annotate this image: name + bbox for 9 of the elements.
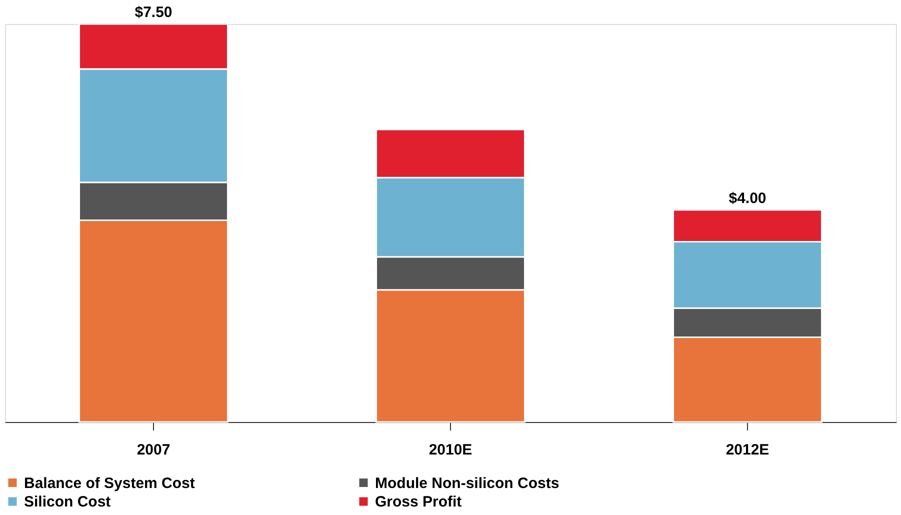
annotation: $7.50 bbox=[134, 4, 172, 21]
x-tick-label: 2012E bbox=[726, 442, 770, 458]
annotation: $4.00 bbox=[728, 190, 766, 207]
legend-label: Balance of System Cost bbox=[24, 474, 195, 492]
legend-label: Module Non-silicon Costs bbox=[375, 474, 560, 492]
legend-label: Silicon Cost bbox=[24, 494, 111, 510]
x-tick-label: 2010E bbox=[428, 442, 472, 458]
legend-label: Gross Profit bbox=[375, 494, 462, 510]
x-tick-label: 2007 bbox=[136, 442, 170, 458]
